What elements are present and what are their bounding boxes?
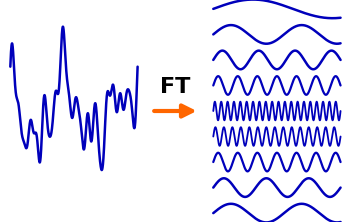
Text: FT: FT xyxy=(160,77,191,97)
